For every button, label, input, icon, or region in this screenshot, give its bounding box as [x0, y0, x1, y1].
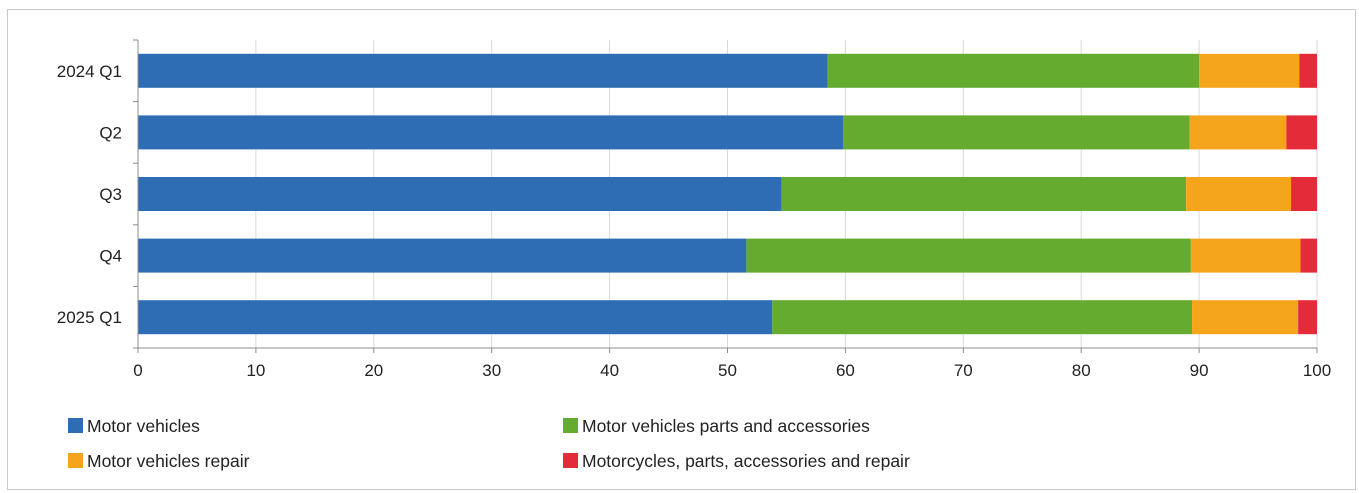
- bar-segment: [138, 238, 747, 273]
- bars: [138, 53, 1317, 335]
- bar-segment: [138, 300, 773, 335]
- legend: Motor vehicles Motor vehicles parts and a…: [68, 416, 910, 471]
- bar-segment: [138, 115, 844, 150]
- bar-segment: [1192, 300, 1299, 335]
- x-tick-label: 40: [600, 361, 619, 380]
- x-tick-label: 10: [246, 361, 265, 380]
- bar-segment: [781, 177, 1187, 211]
- legend-label: Motor vehicles parts and accessories: [582, 416, 870, 436]
- bar-segment: [772, 300, 1193, 335]
- bar-segment: [1190, 238, 1301, 273]
- bar-segment: [1199, 53, 1300, 88]
- legend-swatch: [563, 418, 578, 433]
- y-tick-label: Q2: [99, 123, 122, 142]
- legend-label: Motorcycles, parts, accessories and repa…: [582, 451, 910, 471]
- bar-segment: [746, 238, 1191, 273]
- x-tick-label: 50: [718, 361, 737, 380]
- bar-segment: [1186, 177, 1292, 211]
- y-tick-label: Q3: [99, 185, 122, 204]
- bar-segment: [138, 53, 828, 88]
- x-tick-label: 80: [1072, 361, 1091, 380]
- bar-segment: [827, 53, 1200, 88]
- legend-swatch: [68, 418, 83, 433]
- x-tick-label: 30: [482, 361, 501, 380]
- x-tick-label: 90: [1190, 361, 1209, 380]
- x-tick-label: 20: [364, 361, 383, 380]
- axes: [133, 39, 1318, 353]
- bar-segment: [1299, 53, 1317, 88]
- legend-swatch: [563, 453, 578, 468]
- bar-segment: [1300, 238, 1317, 273]
- y-tick-label: 2025 Q1: [57, 308, 122, 327]
- bar-segment: [1291, 177, 1317, 211]
- y-tick-label: Q4: [99, 247, 122, 266]
- chart-frame: [7, 9, 1356, 490]
- bar-segment: [138, 177, 782, 211]
- bar-segment: [1286, 115, 1317, 150]
- y-axis-labels: 2024 Q1 Q2 Q3 Q4 2025 Q1: [57, 62, 122, 327]
- x-tick-label: 100: [1303, 361, 1331, 380]
- bar-segment: [1298, 300, 1317, 335]
- y-tick-label: 2024 Q1: [57, 62, 122, 81]
- x-tick-label: 70: [954, 361, 973, 380]
- x-axis-labels: 0 10 20 30 40 50 60 70 80 90 100: [133, 361, 1331, 380]
- x-tick-label: 60: [836, 361, 855, 380]
- legend-label: Motor vehicles: [87, 416, 200, 436]
- bar-segment: [1189, 115, 1287, 150]
- legend-swatch: [68, 453, 83, 468]
- bar-segment: [843, 115, 1190, 150]
- x-tick-label: 0: [133, 361, 142, 380]
- legend-label: Motor vehicles repair: [87, 451, 250, 471]
